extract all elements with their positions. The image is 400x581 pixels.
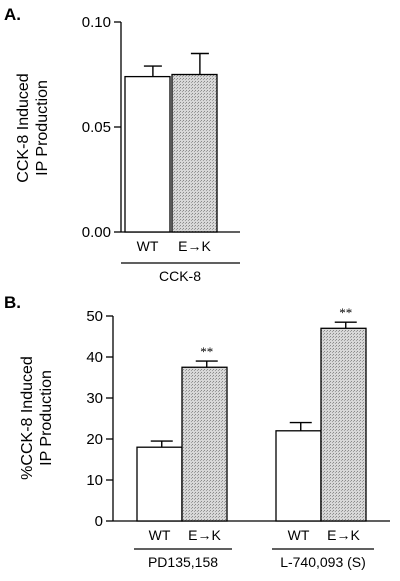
- panel-b-bar: [136, 446, 183, 522]
- panel-b-ytick-label: 30: [86, 390, 103, 407]
- panel-b-group-label: L-740,093 (S): [280, 554, 366, 570]
- panel-b-ytick-label: 20: [86, 431, 103, 448]
- panel-b-category-label: WT: [288, 527, 310, 543]
- panel-b-bar: [275, 430, 322, 522]
- panel-b-ytick-label: 0: [95, 513, 103, 530]
- panel-b-significance-marker: **: [200, 344, 213, 359]
- panel-b-category-label: E→K: [327, 527, 360, 543]
- panel-a-ytick-label: 0.05: [82, 119, 111, 136]
- panel-a-category-label: E→K: [178, 238, 211, 254]
- panel-a-ylabel-line-2: IP Production: [34, 80, 51, 176]
- panel-b-bar: [181, 366, 228, 522]
- panel-a-category-label: WT: [137, 238, 159, 254]
- panel-a-group-label: CCK-8: [159, 268, 201, 284]
- panel-a-label: A.: [4, 5, 21, 24]
- panel-a-ylabel-line-1: CCK-8 Induced: [15, 73, 32, 182]
- panel-a-ytick-label: 0.10: [82, 14, 111, 31]
- panel-b-bar: [320, 327, 367, 522]
- panel-a-ytick-label: 0.00: [82, 224, 111, 241]
- panel-b-ytick-label: 10: [86, 472, 103, 489]
- panel-b-group-label: PD135,158: [148, 554, 218, 570]
- panel-b-ylabel-line-1: %CCK-8 Induced: [19, 356, 36, 480]
- panel-b-category-label: WT: [149, 527, 171, 543]
- panel-b-category-label: E→K: [188, 527, 221, 543]
- panel-a-bar: [171, 73, 218, 233]
- panel-b-ylabel-line-2: IP Production: [38, 370, 55, 466]
- panel-b-ytick-label: 50: [86, 308, 103, 325]
- panel-a-bar: [124, 75, 171, 233]
- panel-b-label: B.: [4, 293, 21, 312]
- panel-a: A. CCK-8 Induced IP Production 0.00 0.05 0…: [4, 5, 240, 284]
- panel-b-significance-marker: **: [339, 305, 352, 320]
- panel-b-ytick-label: 40: [86, 349, 103, 366]
- panel-b: B. %CCK-8 Induced IP Production 0 10 20 30 4…: [4, 293, 390, 570]
